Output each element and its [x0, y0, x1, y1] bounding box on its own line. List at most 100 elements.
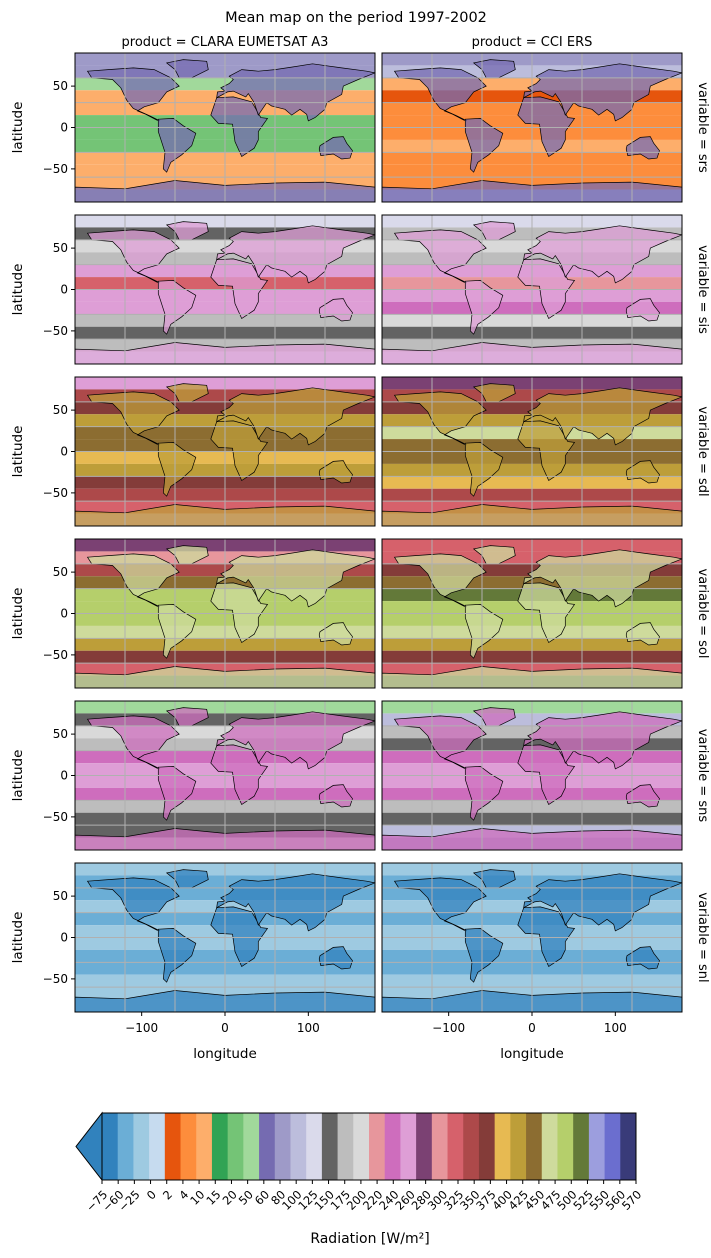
panel-frame [381, 538, 683, 689]
continent-outline [318, 460, 353, 484]
colorbar-swatch [259, 1113, 276, 1180]
colorbar-swatch [149, 1113, 166, 1180]
colorbar-swatch [164, 1113, 181, 1180]
continent-outline [625, 136, 660, 160]
y-axis-label: latitude [10, 750, 26, 802]
colorbar-swatch [416, 1113, 433, 1180]
column-title-clara: product = CLARA EUMETSAT A3 [122, 35, 329, 50]
y-axis-label: latitude [10, 264, 26, 316]
colorbar-swatch [588, 1113, 605, 1180]
colorbar-swatch [117, 1113, 134, 1180]
continent-outline [318, 622, 353, 646]
continent-outline [157, 766, 197, 821]
y-tick-label: 0 [60, 121, 68, 135]
continent-outline [165, 545, 209, 565]
map-panel-sns-cci [382, 701, 682, 850]
colorbar-swatch [541, 1113, 558, 1180]
y-tick-label: −50 [43, 162, 68, 176]
map-panel-sdl-cci [382, 377, 682, 526]
figure-title: Mean map on the period 1997-2002 [225, 10, 487, 26]
y-tick-label: −50 [43, 648, 68, 662]
colorbar-swatch [353, 1113, 370, 1180]
colorbar-swatch [400, 1113, 417, 1180]
colorbar-swatch [211, 1113, 229, 1180]
continent-outline [393, 229, 487, 284]
colorbar-swatch [321, 1113, 338, 1180]
continent-outline [464, 442, 504, 497]
continent-outline [165, 221, 209, 241]
continent-outline [393, 553, 487, 608]
y-axis-label: latitude [10, 588, 26, 640]
colorbar-swatch [620, 1113, 637, 1180]
continent-outline [157, 604, 197, 659]
y-tick-label: 0 [60, 445, 68, 459]
colorbar-swatch [478, 1113, 496, 1180]
continent-outline [86, 67, 180, 122]
continent-outline [464, 766, 504, 821]
continent-outline [318, 298, 353, 322]
continent-outline [157, 118, 197, 173]
continent-outline [318, 946, 353, 970]
continent-outline [472, 221, 516, 241]
colorbar-swatch [573, 1113, 590, 1180]
y-tick-label: 50 [53, 727, 68, 741]
continent-outline [625, 622, 660, 646]
colorbar-swatch [337, 1113, 354, 1180]
colorbar-swatch [274, 1113, 291, 1180]
axis-labels: longitude longitude [193, 1046, 564, 1062]
colorbar-swatch [431, 1113, 448, 1180]
continent-outline [472, 707, 516, 727]
continent-outline [625, 946, 660, 970]
x-tick-label: 0 [528, 1021, 536, 1035]
colorbar-tick-label: 570 [619, 1187, 644, 1212]
row-title-sol: variable = sol [695, 569, 710, 659]
x-axis-label-right: longitude [500, 1046, 564, 1062]
colorbar-swatch [290, 1113, 307, 1180]
y-tick-label: 50 [53, 565, 68, 579]
continent-outline [165, 383, 209, 403]
colorbar-swatch [463, 1113, 480, 1180]
colorbar-swatch [526, 1113, 543, 1180]
x-tick-label: 0 [221, 1021, 229, 1035]
x-tick-label: 100 [604, 1021, 627, 1035]
continent-outline [318, 784, 353, 808]
colorbar-frame [101, 1112, 637, 1181]
map-panels: 50 0 −50 latitude variable = srs 50 0 −50 latitu… [10, 52, 710, 1035]
panel-frame [381, 52, 683, 203]
map-panel-sdl-clara [75, 377, 375, 526]
y-tick-label: 0 [60, 283, 68, 297]
continent-outline [393, 391, 487, 446]
continent-outline [625, 298, 660, 322]
colorbar-swatch [306, 1113, 323, 1180]
y-tick-label: −50 [43, 972, 68, 986]
colorbar-swatch [227, 1113, 244, 1180]
map-panel-sis-cci [382, 215, 682, 364]
continent-outline [86, 229, 180, 284]
map-panel-snl-clara [75, 863, 375, 1012]
colorbar-swatch [447, 1113, 464, 1180]
y-tick-label: 50 [53, 79, 68, 93]
continent-outline [86, 553, 180, 608]
continent-outline [157, 280, 197, 335]
continent-outline [464, 928, 504, 983]
continent-outline [318, 136, 353, 160]
colorbar: −75−60−25 0 2 41015205060801001251501752002… [75, 1111, 644, 1215]
map-panel-sis-clara [75, 215, 375, 364]
continent-outline [472, 545, 516, 565]
continent-outline [464, 118, 504, 173]
colorbar-swatch [102, 1113, 119, 1180]
colorbar-swatch [243, 1113, 260, 1180]
map-panel-sol-clara [75, 539, 375, 688]
y-axis-label: latitude [10, 912, 26, 964]
y-tick-label: −50 [43, 324, 68, 338]
continent-outline [464, 280, 504, 335]
column-title-cci: product = CCI ERS [472, 35, 593, 50]
colorbar-swatch [133, 1113, 150, 1180]
y-tick-label: −50 [43, 486, 68, 500]
map-panel-srs-cci [382, 53, 682, 202]
continent-outline [472, 383, 516, 403]
x-tick-label: 100 [297, 1021, 320, 1035]
continent-outline [165, 707, 209, 727]
y-axis-label: latitude [10, 426, 26, 478]
